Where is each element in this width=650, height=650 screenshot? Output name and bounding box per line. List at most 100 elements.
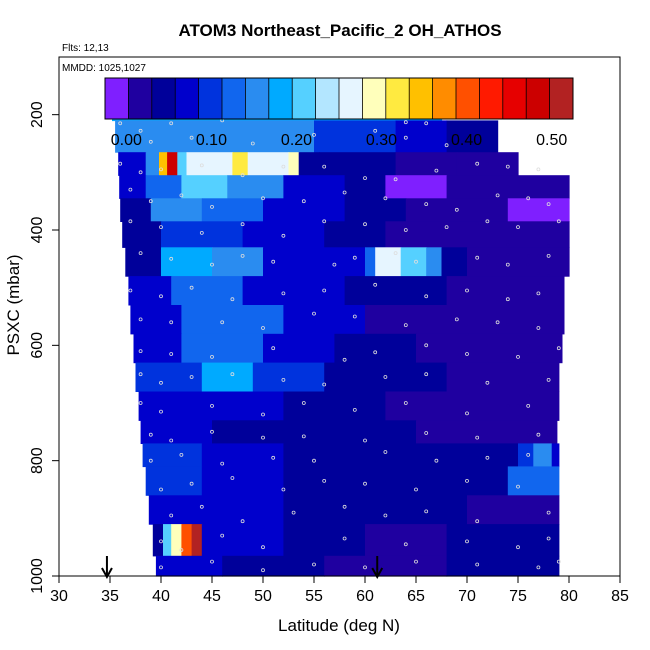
sample-point (475, 435, 480, 440)
sample-point (526, 196, 531, 201)
chart-title: ATOM3 Northeast_Pacific_2 OH_ATHOS (178, 21, 501, 40)
heatmap-cell (145, 152, 160, 176)
heatmap-cell (324, 555, 448, 577)
heatmap-cell (283, 443, 366, 468)
sample-point (138, 349, 143, 354)
sample-point (220, 320, 225, 325)
heatmap-cell (405, 198, 509, 222)
y-tick-label: 600 (29, 332, 46, 359)
sample-point (159, 487, 163, 492)
heatmap-cell (298, 152, 320, 176)
y-axis-label: PSXC (mbar) (4, 254, 23, 355)
heatmap-cell (222, 555, 325, 577)
sample-point (342, 190, 347, 195)
sample-point (352, 314, 357, 319)
colorbar-swatch (526, 78, 550, 119)
sample-point (169, 121, 174, 126)
sample-point (210, 429, 214, 434)
heatmap-cell (518, 443, 534, 468)
sample-point (403, 135, 408, 140)
heatmap-cell (344, 175, 386, 199)
heatmap-cell (115, 120, 315, 153)
sample-point (505, 262, 510, 267)
x-tick-label: 50 (254, 588, 272, 605)
heatmap-cell (138, 391, 203, 421)
sample-point (556, 559, 561, 564)
sample-point (363, 481, 367, 486)
heatmap-cell (507, 198, 570, 222)
sample-point (301, 199, 306, 204)
sample-point (210, 559, 214, 564)
heatmap-cell (145, 175, 182, 199)
heatmap-cell (181, 333, 264, 364)
sample-point (230, 476, 235, 480)
sample-point (383, 513, 388, 518)
heatmap-cell (365, 247, 376, 277)
sample-point (322, 478, 327, 483)
sample-point (485, 380, 490, 385)
x-tick-label: 45 (203, 588, 221, 605)
heatmap-cell (446, 524, 560, 557)
axes: 30 35 40 45 50 55 60 65 70 75 80 85 200 400 600 800 1000 (29, 101, 629, 605)
heatmap-cell (263, 247, 366, 277)
heatmap-cell (416, 420, 558, 444)
sample-point (301, 401, 306, 405)
sample-point (516, 225, 520, 230)
heatmap-cell (446, 175, 570, 199)
sample-point (261, 412, 265, 417)
sample-point (169, 320, 174, 325)
sample-point (424, 431, 429, 435)
colorbar-swatch (502, 78, 527, 119)
sample-point (414, 559, 418, 564)
heatmap-cell (212, 247, 264, 277)
sample-point (261, 435, 265, 440)
heatmap-cell (283, 524, 366, 557)
heatmap-cell (252, 362, 325, 392)
heatmap-cell (319, 152, 397, 176)
sample-point (475, 562, 480, 567)
heatmap-cell (365, 524, 448, 557)
colorbar-swatch (385, 78, 410, 119)
sample-point (485, 219, 490, 224)
sample-point (118, 121, 123, 126)
heatmap-cell (263, 198, 346, 222)
heatmap-cell (247, 152, 290, 176)
sample-point (189, 375, 194, 379)
sample-point (516, 545, 520, 550)
sample-point (169, 438, 174, 443)
heatmap-cell (201, 443, 284, 468)
colorbar-tick-label: 0.10 (196, 132, 227, 149)
heatmap-cell (148, 495, 203, 525)
sample-point (312, 562, 316, 567)
sample-point (240, 253, 245, 258)
colorbar-swatch (432, 78, 457, 119)
heatmap-cell (181, 175, 228, 199)
sample-point (281, 291, 286, 296)
heatmap-cell (375, 247, 402, 277)
sample-points (118, 112, 561, 573)
sample-point (281, 164, 286, 169)
sample-point (342, 536, 347, 541)
sample-point (363, 565, 367, 570)
sample-point (169, 256, 174, 261)
x-tick-label: 40 (152, 588, 170, 605)
y-tick-label: 200 (29, 101, 46, 128)
sample-point (505, 164, 510, 169)
heatmap-cell (344, 276, 448, 306)
colorbar-swatch (128, 78, 153, 119)
sample-point (444, 225, 449, 230)
heatmap-cell (324, 362, 448, 392)
heatmap-cell (212, 420, 315, 444)
sample-point (240, 222, 245, 227)
sample-point (556, 219, 561, 224)
colorbar-swatch (175, 78, 199, 119)
sample-point (199, 504, 204, 509)
sample-point (128, 219, 133, 224)
heatmap-cell (181, 524, 193, 557)
sample-point (424, 372, 429, 377)
x-axis-label: Latitude (deg N) (278, 616, 400, 635)
heatmap-cell (201, 391, 284, 421)
sample-point (169, 352, 174, 356)
sample-point (189, 285, 194, 290)
sample-point (199, 230, 204, 235)
